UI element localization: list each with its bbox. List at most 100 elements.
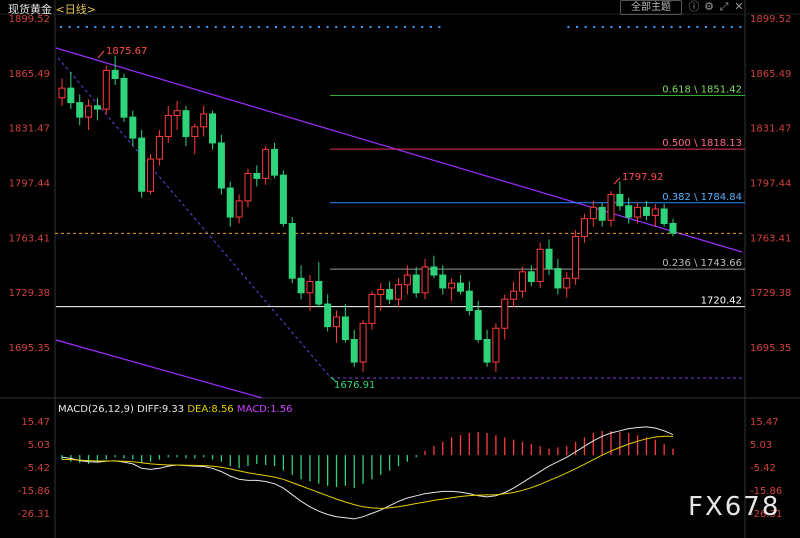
candle-down: [253, 173, 261, 179]
signal-dot: [85, 26, 88, 28]
downtrend-line-lower: [55, 339, 263, 399]
fib-label: 0.236 \ 1743.66: [662, 258, 742, 269]
signal-dot: [214, 26, 217, 28]
candle-down: [288, 222, 296, 279]
signal-dot: [627, 26, 630, 28]
macd-diff-line: [61, 426, 674, 520]
candle-down: [111, 69, 119, 79]
candle-down: [669, 222, 677, 234]
signal-dot: [713, 26, 716, 28]
signal-dot: [679, 26, 682, 28]
signal-dot: [120, 26, 123, 28]
candle-up: [634, 206, 642, 218]
fib-label: 0.500 \ 1818.13: [662, 138, 742, 149]
macd-tick-right: -15.86: [750, 486, 782, 497]
signal-dot: [223, 26, 226, 28]
candle-down: [217, 142, 225, 189]
downtrend-line-upper: [55, 47, 743, 253]
candle-up: [377, 289, 385, 295]
signal-dot: [593, 26, 596, 28]
candle-up: [58, 87, 66, 99]
signal-dot: [576, 26, 578, 28]
candle-up: [510, 290, 518, 300]
macd-name: MACD(26,12,9): [58, 404, 134, 415]
watermark-logo: FX678: [688, 492, 781, 522]
candle-up: [164, 115, 172, 137]
signal-dot: [687, 26, 690, 28]
price-tick-left: 1763.41: [9, 233, 50, 244]
signal-dot: [644, 26, 647, 28]
signal-dot: [438, 26, 441, 28]
candle-up: [147, 158, 155, 192]
signal-dot: [395, 26, 398, 28]
fullscreen-icon[interactable]: ⤢: [719, 0, 729, 13]
macd-diff-value: DIFF:9.33: [137, 404, 185, 415]
signal-dot: [309, 26, 312, 28]
candle-up: [306, 280, 314, 294]
period-selector[interactable]: <日线>: [55, 3, 96, 16]
candle-down: [465, 290, 473, 312]
candle-up: [359, 322, 367, 363]
settings-icon[interactable]: ⚙: [704, 0, 714, 13]
candle-up: [403, 274, 411, 286]
signal-dot: [662, 26, 664, 28]
signal-dot: [326, 26, 329, 28]
signal-dot: [171, 26, 174, 28]
candle-down: [598, 206, 606, 221]
candle-up: [421, 266, 429, 294]
candle-up: [235, 200, 243, 218]
candle-up: [200, 113, 208, 128]
signal-dot: [266, 26, 269, 28]
macd-legend: MACD(26,12,9) DIFF:9.33 DEA:8.56 MACD:1.…: [58, 404, 292, 415]
candle-down: [545, 248, 553, 270]
candle-down: [386, 289, 394, 300]
price-tick-right: 1695.35: [750, 343, 791, 354]
candle-down: [209, 113, 217, 144]
candle-down: [625, 205, 633, 218]
signal-dot: [352, 26, 355, 28]
signal-dot: [300, 26, 303, 28]
candle-up: [651, 208, 659, 216]
low-annotation: 1676.91: [334, 380, 375, 391]
candle-up: [536, 248, 544, 282]
candle-down: [642, 206, 650, 216]
theme-button[interactable]: 全部主题: [620, 0, 682, 15]
candle-up: [155, 135, 163, 160]
signal-dot: [275, 26, 277, 28]
price-tick-left: 1899.52: [9, 14, 50, 25]
candle-down: [341, 316, 349, 341]
chart-title: 现货黄金 <日线>: [8, 1, 96, 17]
signal-dot: [369, 26, 372, 28]
close-icon[interactable]: ✕: [734, 0, 744, 13]
instrument-name: 现货黄金: [8, 3, 52, 16]
price-tick-left: 1695.35: [9, 343, 50, 354]
macd-tick-left: -26.31: [18, 509, 50, 520]
macd-tick-left: -5.42: [24, 463, 50, 474]
signal-dot: [335, 26, 338, 28]
signal-dot: [343, 26, 346, 28]
signal-dots-row: [60, 26, 742, 28]
candle-down: [439, 274, 447, 289]
signal-dot: [111, 26, 114, 28]
signal-dot: [189, 26, 191, 28]
candle-down: [412, 274, 420, 294]
macd-tick-left: 15.47: [21, 417, 50, 428]
price-tick-right: 1763.41: [750, 233, 791, 244]
signal-dot: [180, 26, 183, 28]
signal-dot: [154, 26, 157, 28]
signal-dot: [197, 26, 200, 28]
candle-up: [518, 271, 526, 292]
fibonacci-levels: 0.618 \ 1851.42 0.500 \ 1818.13 0.382 \ 17…: [56, 85, 745, 308]
signal-dot: [601, 26, 604, 28]
candle-up: [394, 284, 402, 300]
fib-label: 1720.42: [701, 296, 742, 307]
price-tick-right: 1899.52: [750, 14, 791, 25]
macd-axis-left: 15.47 5.03 -5.42 -15.86 -26.31: [18, 417, 50, 520]
signal-dot: [730, 26, 733, 28]
price-tick-right: 1865.49: [750, 69, 791, 80]
candle-down: [660, 208, 668, 224]
candle-down: [324, 303, 332, 328]
candle-down: [67, 87, 75, 104]
signal-dot: [60, 26, 62, 28]
info-icon[interactable]: ⓘ: [688, 0, 700, 13]
